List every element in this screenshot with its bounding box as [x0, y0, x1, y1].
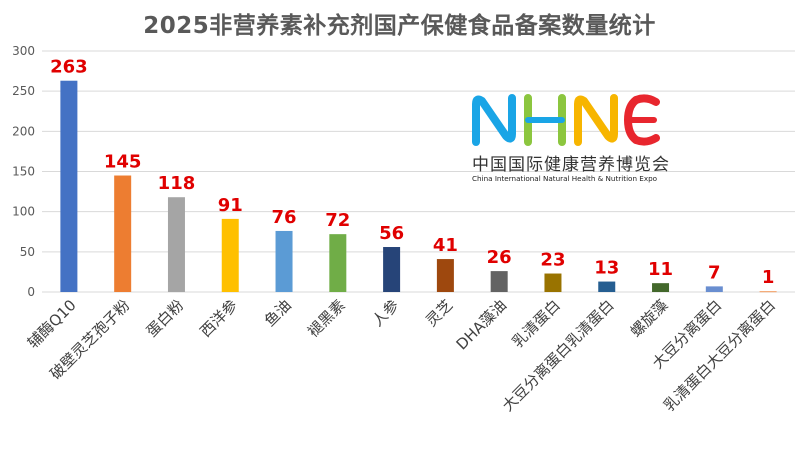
data-label: 41 — [433, 235, 458, 256]
data-label: 91 — [218, 195, 243, 216]
bar — [329, 234, 347, 292]
x-tick-label: 褪黑素 — [304, 296, 349, 341]
y-axis-ticks: 0 50 100 150 200 250 300 — [12, 44, 35, 299]
data-label: 7 — [708, 262, 721, 283]
x-tick-label: 西洋参 — [197, 296, 242, 341]
gridlines — [42, 50, 795, 293]
bar — [759, 291, 777, 293]
x-tick-label: 鱼油 — [261, 296, 295, 330]
y-tick-label: 300 — [12, 44, 35, 58]
x-tick-label: 灵芝 — [422, 296, 456, 330]
x-tick-label: 辅酶Q10 — [24, 296, 80, 352]
bar — [167, 197, 185, 292]
logo-chinese-name: 中国国际健康营养博览会 — [472, 155, 670, 175]
y-tick-label: 150 — [12, 165, 35, 179]
x-tick-label: 乳清蛋白 — [509, 296, 564, 351]
y-tick-label: 250 — [12, 84, 35, 98]
bar — [436, 259, 454, 292]
data-label: 118 — [158, 173, 196, 194]
data-label: 11 — [648, 259, 673, 280]
data-label: 23 — [540, 250, 565, 271]
data-label: 76 — [272, 207, 297, 228]
data-label: 263 — [50, 57, 88, 78]
bar — [60, 80, 78, 293]
bar — [544, 273, 562, 292]
data-label: 56 — [379, 223, 404, 244]
y-tick-label: 100 — [12, 205, 35, 219]
logo-english-name: China International Natural Health & Nut… — [472, 174, 658, 183]
x-tick-label: 蛋白粉 — [143, 296, 188, 341]
nhne-logo: 中国国际健康营养博览会 China International Natural … — [470, 92, 670, 192]
bar — [705, 286, 723, 292]
bars — [60, 80, 777, 293]
data-label: 1 — [762, 267, 775, 288]
x-tick-label: 螺旋藻 — [627, 296, 672, 341]
bar — [275, 230, 293, 292]
bar — [490, 271, 508, 292]
data-label: 72 — [325, 210, 350, 231]
chart-title: 2025非营养素补充剂国产保健食品备案数量统计 — [143, 13, 656, 39]
bar — [652, 283, 670, 292]
data-label: 13 — [594, 258, 619, 279]
data-label: 26 — [487, 247, 512, 268]
y-tick-label: 0 — [27, 285, 35, 299]
nhne-logo-mark — [472, 94, 660, 146]
y-tick-label: 200 — [12, 124, 35, 138]
bar — [221, 218, 239, 292]
bar — [114, 175, 132, 292]
x-tick-label: 人参 — [368, 296, 402, 330]
bar — [598, 281, 616, 292]
data-label: 145 — [104, 152, 142, 173]
y-tick-label: 50 — [20, 245, 35, 259]
data-labels: 263 145 118 91 76 72 56 41 26 23 13 11 7 1 — [50, 57, 774, 288]
bar — [383, 247, 401, 292]
x-tick-label: DHA藻油 — [453, 296, 510, 353]
